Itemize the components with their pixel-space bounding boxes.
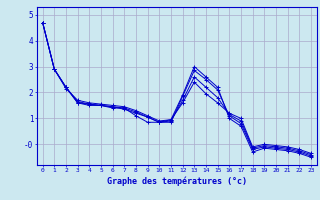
X-axis label: Graphe des températures (°c): Graphe des températures (°c) bbox=[107, 176, 247, 186]
